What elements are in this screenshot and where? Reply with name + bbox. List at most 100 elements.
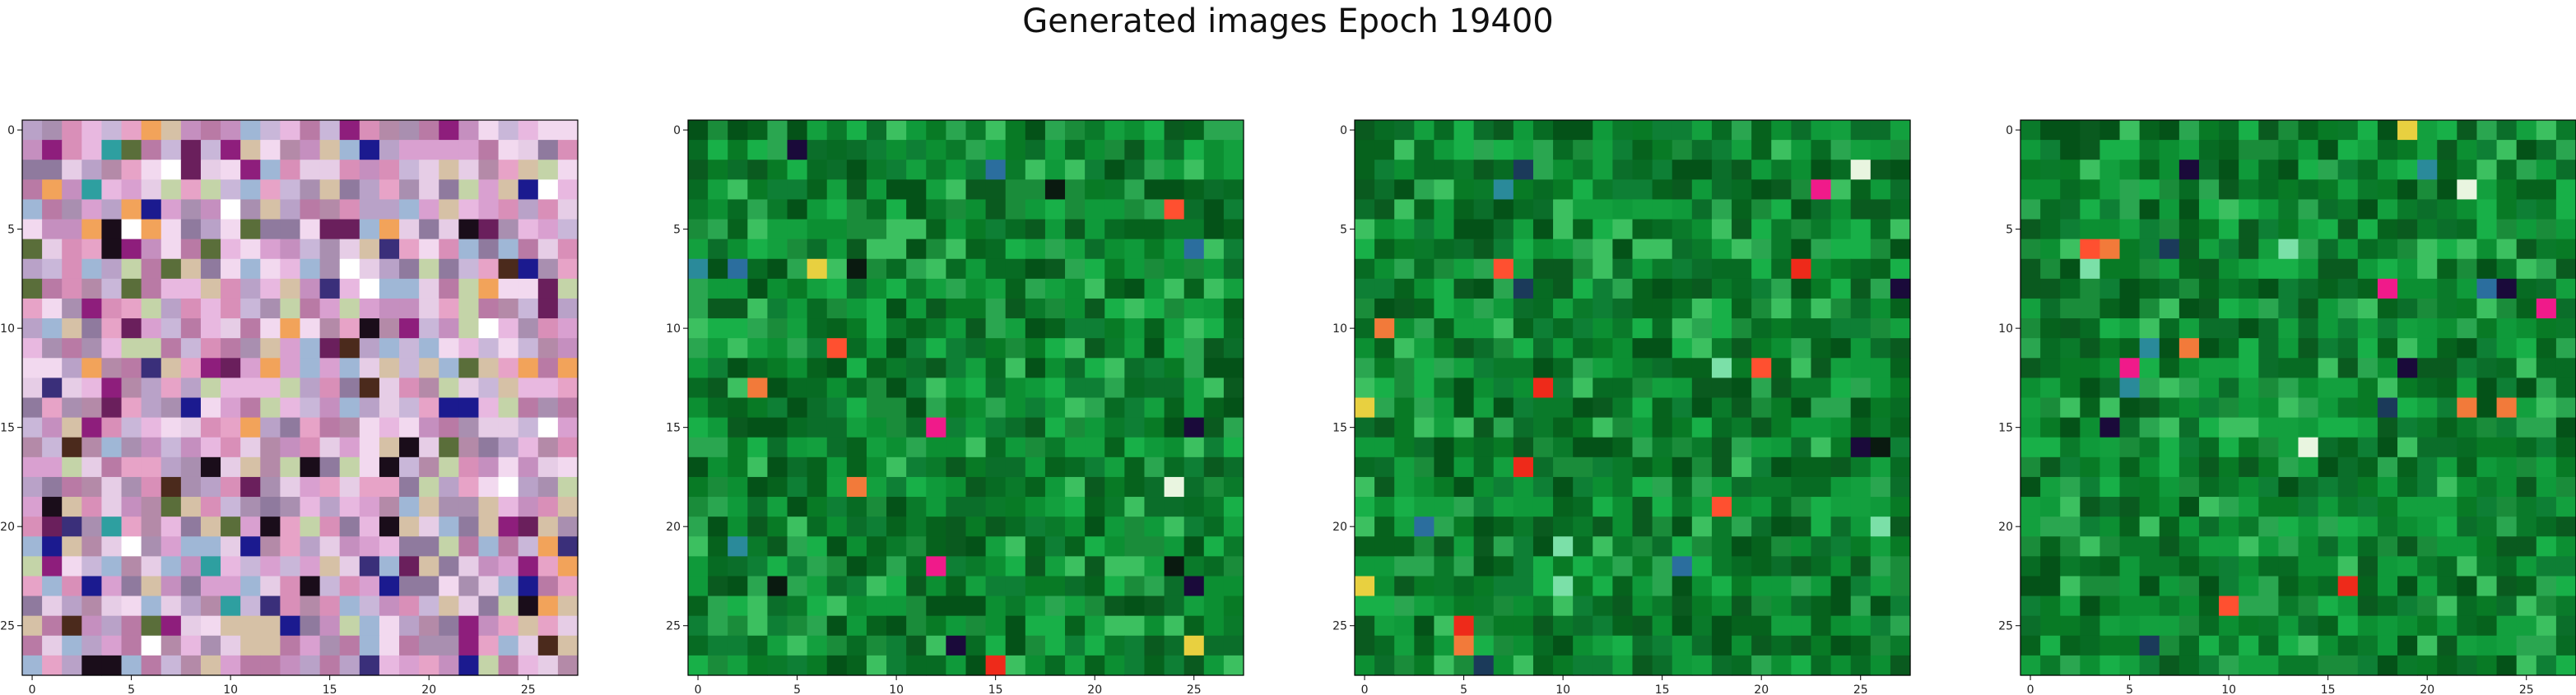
pixel-cell [1732, 595, 1752, 617]
pixel-cell [419, 318, 439, 339]
pixel-cell [1612, 437, 1634, 458]
pixel-cell [1850, 615, 1872, 637]
pixel-cell [866, 140, 887, 160]
pixel-cell [728, 338, 748, 359]
pixel-cell [1374, 417, 1395, 438]
pixel-cell [240, 278, 261, 299]
pixel-cell [240, 635, 261, 656]
pixel-cell [2536, 476, 2557, 498]
pixel-cell [747, 635, 769, 656]
pixel-cell [826, 417, 848, 438]
pixel-cell [1085, 160, 1105, 180]
pixel-cell [1791, 140, 1812, 160]
y-tick-label: 5 [673, 224, 681, 237]
pixel-cell [62, 635, 82, 656]
pixel-cell [2178, 476, 2200, 498]
pixel-cell [419, 120, 439, 141]
pixel-cell [2119, 199, 2141, 220]
pixel-cell [498, 140, 519, 160]
pixel-cell [728, 556, 748, 577]
pixel-cell [1593, 278, 1613, 299]
pixel-cell [846, 120, 867, 141]
pixel-cell [2099, 120, 2121, 141]
pixel-cell [1414, 378, 1435, 399]
x-tick-label: 0 [1361, 683, 1369, 695]
pixel-cell [1044, 635, 1066, 656]
pixel-cell [2476, 298, 2498, 319]
pixel-cell [1691, 160, 1713, 180]
pixel-cell [1183, 576, 1205, 597]
pixel-cell [1791, 258, 1812, 280]
pixel-cell [1771, 258, 1792, 280]
pixel-cell [419, 338, 439, 359]
pixel-cell [2040, 258, 2061, 280]
pixel-cell [965, 160, 987, 180]
pixel-cell [1711, 338, 1732, 359]
pixel-cell [747, 556, 769, 577]
pixel-cell [399, 298, 420, 319]
pixel-cell [1223, 219, 1244, 240]
pixel-cell [1025, 635, 1046, 656]
pixel-cell [81, 298, 103, 319]
pixel-cell [180, 497, 202, 517]
pixel-cell [1593, 497, 1613, 517]
pixel-cell [1374, 278, 1395, 299]
pixel-cell [826, 615, 848, 637]
pixel-cell [1850, 397, 1872, 419]
pixel-cell [2020, 517, 2041, 537]
pixel-cell [180, 556, 202, 577]
pixel-cell [2119, 437, 2141, 458]
pixel-cell [498, 179, 519, 201]
pixel-cell [200, 556, 221, 577]
pixel-cell [2040, 576, 2061, 597]
pixel-cell [1632, 199, 1653, 220]
pixel-cell [2496, 397, 2518, 419]
y-tick-label: 10 [666, 322, 681, 336]
pixel-cell [1025, 655, 1046, 676]
pixel-cell [866, 615, 887, 637]
pixel-cell [1223, 199, 1244, 220]
pixel-cell [419, 536, 439, 557]
pixel-cell [359, 556, 380, 577]
pixel-cell [688, 655, 709, 676]
pixel-cell [946, 655, 967, 676]
pixel-cell [2516, 358, 2537, 378]
pixel-cell [2119, 298, 2141, 319]
pixel-cell [160, 219, 182, 240]
pixel-cell [1005, 338, 1026, 359]
pixel-cell [478, 556, 500, 577]
pixel-cell [886, 456, 907, 478]
pixel-cell [2417, 219, 2438, 240]
pixel-cell [1203, 120, 1225, 141]
pixel-cell [240, 318, 261, 339]
pixel-cell [537, 318, 559, 339]
pixel-cell [1751, 635, 1772, 656]
pixel-cell [2298, 219, 2319, 240]
y-tick-label: 15 [0, 422, 15, 435]
pixel-cell [2555, 556, 2576, 577]
pixel-cell [2239, 160, 2259, 180]
pixel-cell [2080, 160, 2101, 180]
pixel-cell [846, 517, 867, 537]
pixel-cell [747, 219, 769, 240]
pixel-cell [866, 536, 887, 557]
pixel-cell [2337, 655, 2359, 676]
pixel-cell [2298, 318, 2319, 339]
pixel-cell [2020, 120, 2041, 141]
pixel-cell [946, 556, 967, 577]
pixel-cell [1811, 536, 1832, 557]
pixel-cell [1124, 497, 1146, 517]
pixel-cell [708, 298, 728, 319]
pixel-cell [1005, 397, 1026, 419]
pixel-cell [458, 338, 480, 359]
pixel-cell [2555, 437, 2576, 458]
y-tick-label: 20 [666, 521, 681, 534]
pixel-cell [1612, 338, 1634, 359]
pixel-cell [2457, 497, 2478, 517]
pixel-cell [180, 179, 202, 201]
pixel-cell [379, 179, 400, 201]
pixel-cell [2457, 517, 2478, 537]
pixel-cell [359, 219, 380, 240]
pixel-cell [498, 437, 519, 458]
pixel-cell [2397, 338, 2418, 359]
